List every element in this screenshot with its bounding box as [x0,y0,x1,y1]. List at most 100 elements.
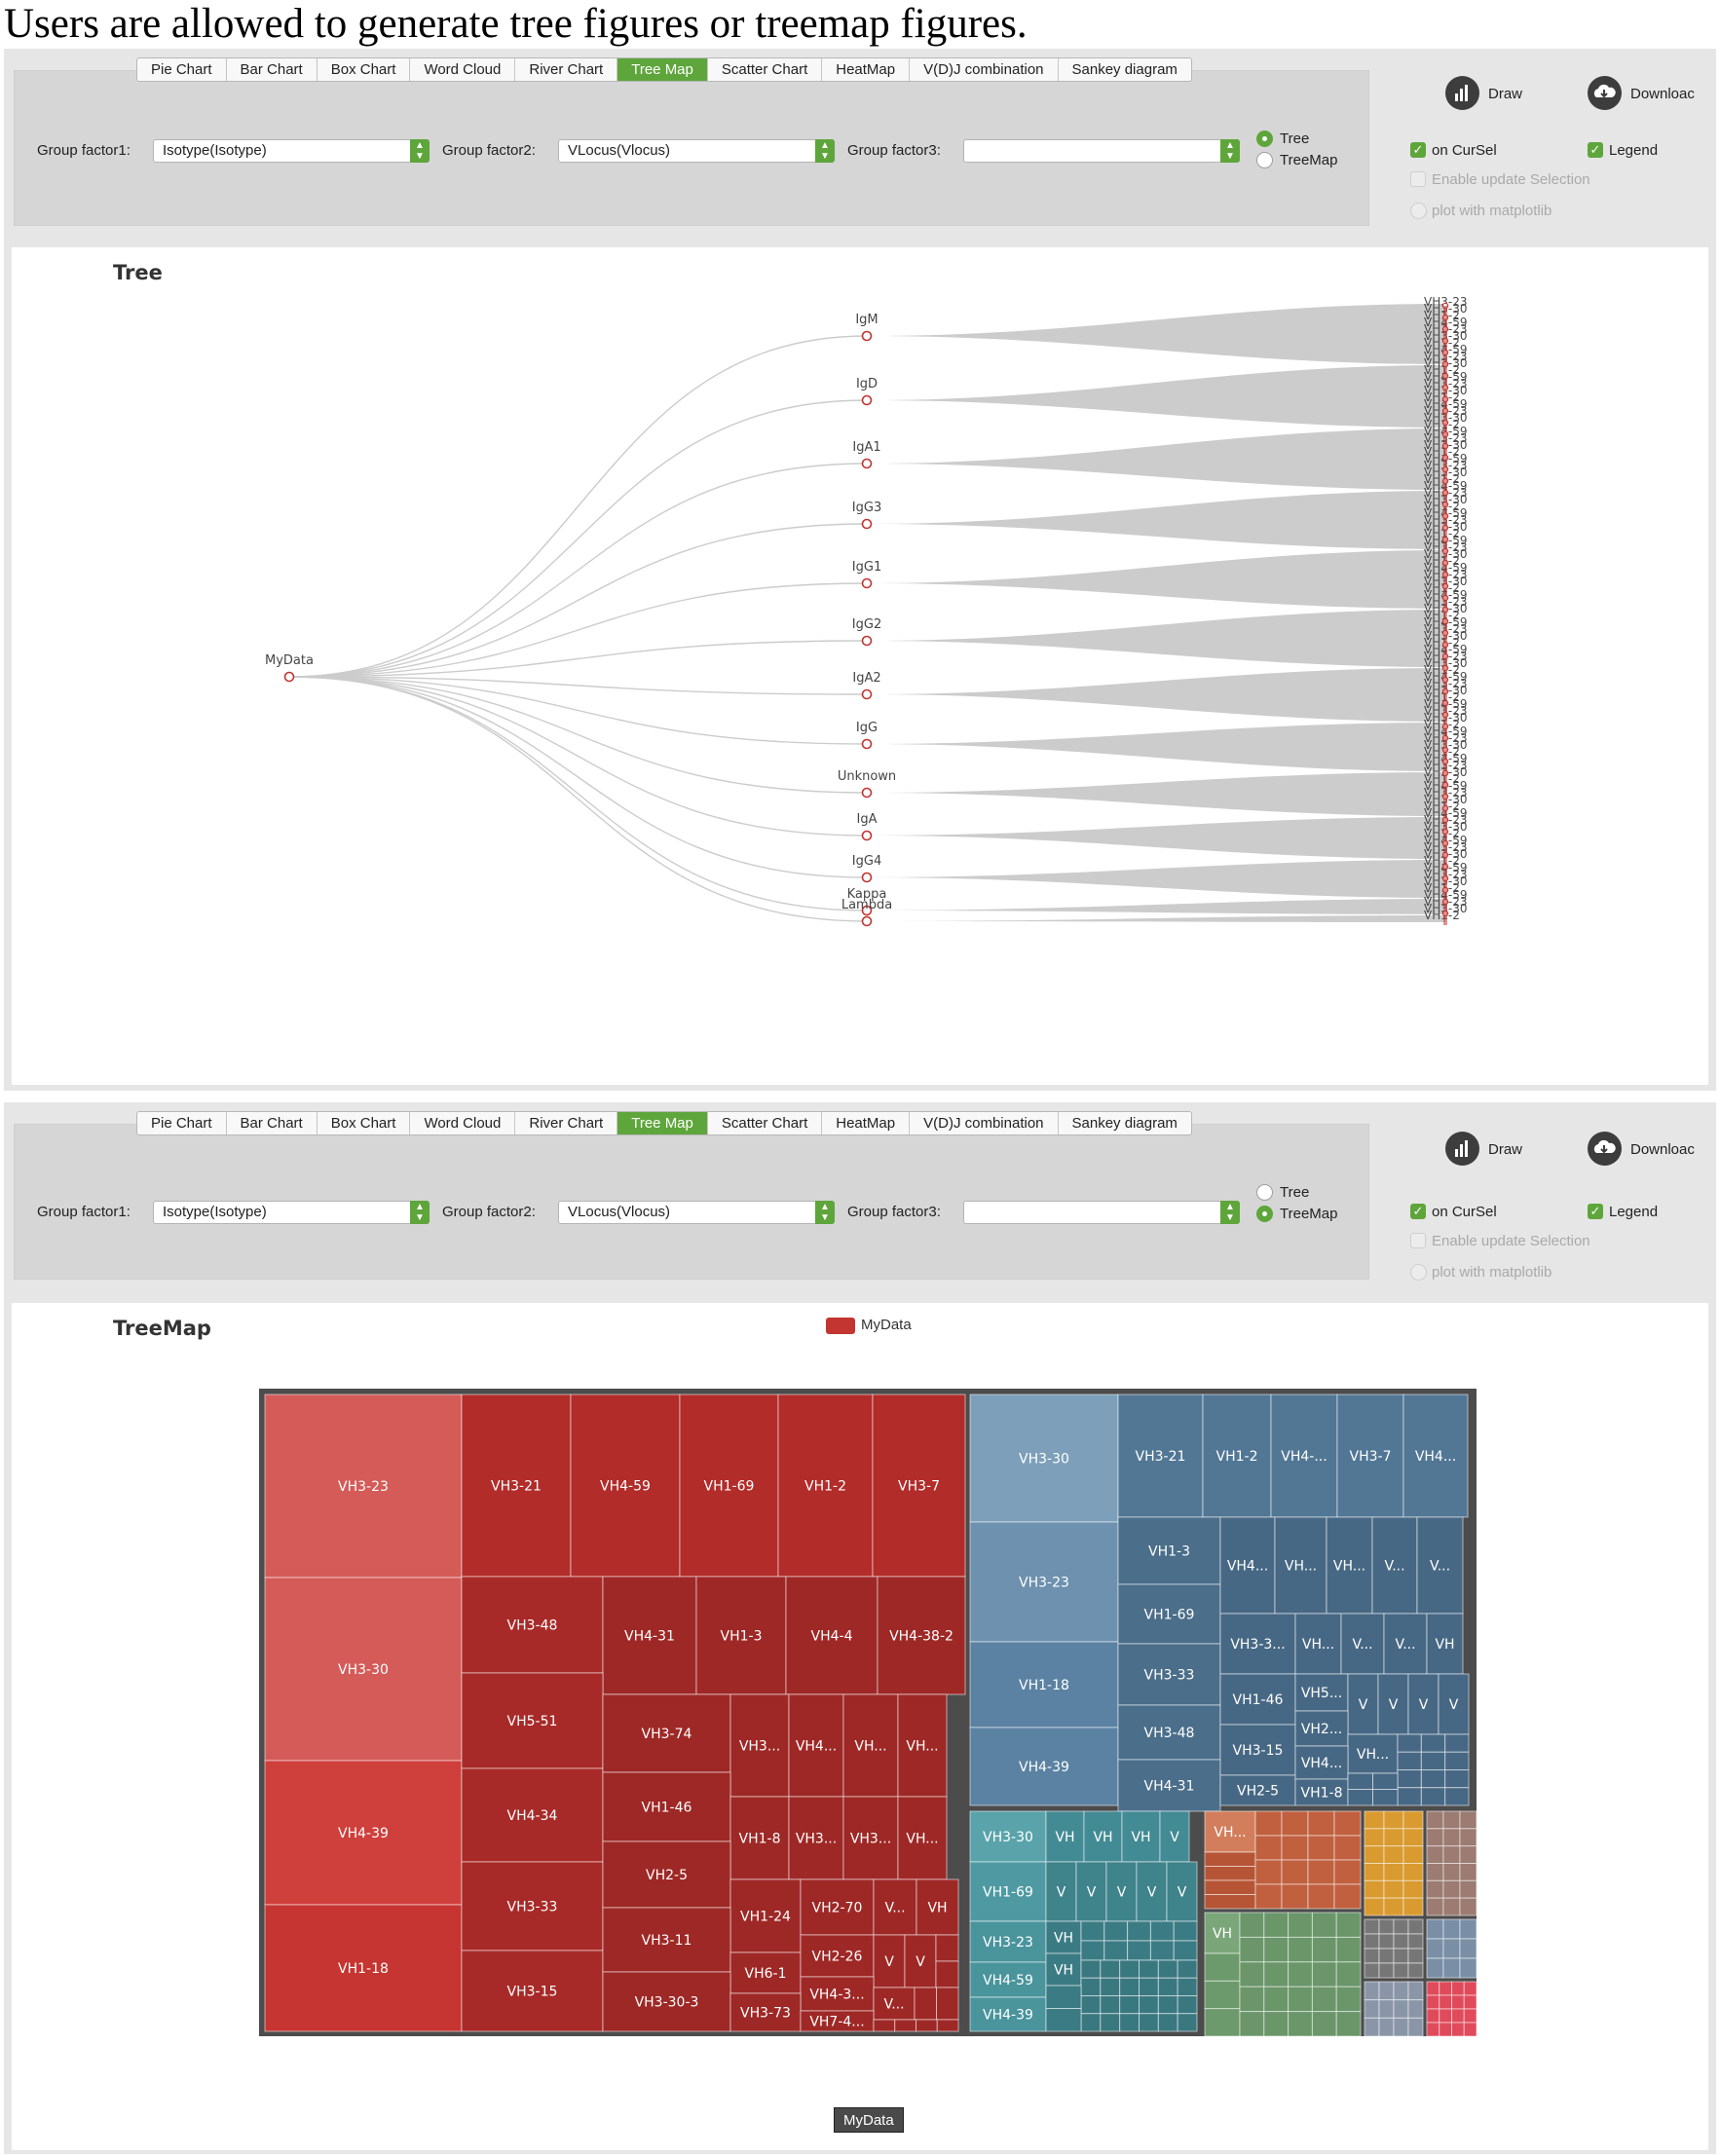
draw-button[interactable] [1445,76,1479,110]
legend-swatch[interactable] [826,1318,855,1334]
treemap-cell [1364,1999,1380,2019]
plot-matplotlib-radio[interactable] [1410,203,1427,219]
legend-checkbox[interactable]: ✓ [1588,1204,1603,1219]
treemap-cell-rect [1402,1845,1424,1865]
tab-tree-map[interactable]: Tree Map [617,58,708,81]
download-label: Downloac [1630,1141,1695,1158]
chart-type-tabbar: Pie Chart Bar Chart Box Chart Word Cloud… [136,57,1192,82]
treemap-cell-rect [1045,1985,1082,2009]
tab-word-cloud[interactable]: Word Cloud [410,58,516,81]
treemap-cell-rect [1105,1861,1138,1922]
radio-treemap[interactable] [1256,152,1273,168]
download-button[interactable] [1588,1132,1622,1166]
enable-update-checkbox[interactable] [1410,1233,1426,1248]
treemap-cell-rect [1173,1940,1198,1961]
tab-sankey-diagram[interactable]: Sankey diagram [1071,61,1178,78]
treemap-cell [1426,1957,1444,1979]
treemap-cell-label: V... [883,1997,904,2013]
treemap-cell [1364,1918,1380,1935]
treemap-cell [1364,1810,1385,1830]
treemap-cell: VH4-31 [1117,1759,1221,1812]
legend-checkbox[interactable]: ✓ [1588,142,1603,158]
tree-leaf-fan [867,428,1445,490]
treemap-cell-rect [1451,1981,1465,1996]
treemap-cell [1407,1948,1424,1964]
group-factor1-select[interactable]: Isotype(Isotype) ▲ ▼ [153,1201,430,1224]
treemap-cell-label: VH4-34 [507,1808,558,1824]
tab-bar-chart[interactable]: Bar Chart [227,1112,318,1134]
treemap-cell [1204,1851,1256,1867]
download-button[interactable] [1588,76,1622,110]
tab-river-chart[interactable]: River Chart [515,58,618,81]
treemap-cell [1254,1859,1283,1885]
tab-box-chart[interactable]: Box Chart [318,1112,411,1134]
treemap-cell: VH [1045,1952,1082,1987]
treemap-cell: VH [916,1878,959,1936]
tree-link [288,399,868,678]
tab-scatter-chart[interactable]: Scatter Chart [708,58,823,81]
plot-matplotlib-radio[interactable] [1410,1264,1427,1281]
tab-bar-chart[interactable]: Bar Chart [227,58,318,81]
treemap-cell-rect [1378,1981,1395,2001]
treemap-cell-label: VH2-5 [646,1868,688,1883]
tab-box-chart[interactable]: Box Chart [318,58,411,81]
treemap-cell: VH3... [729,1693,790,1798]
tab-tree-map[interactable]: Tree Map [617,1112,708,1134]
treemap-cell: V... [873,1987,916,2021]
treemap-cell-rect [1364,2017,1380,2037]
treemap-cell: VH3-48 [1117,1704,1221,1761]
treemap-cell-rect [1239,1961,1265,1988]
treemap-cell-rect [969,1810,1047,1863]
radio-tree[interactable] [1256,1184,1273,1201]
treemap-cell [1407,1999,1424,2019]
enable-update-checkbox[interactable] [1410,171,1426,187]
treemap-cell-rect [602,1840,731,1909]
tree-leaf-label: VH1-2 [1424,718,1460,731]
treemap-cell: VH1-2 [1202,1394,1272,1518]
tab-pie-chart[interactable]: Pie Chart [137,58,227,81]
treemap-group-green: VH [1204,1912,1362,2037]
treemap-cell-rect [1119,1995,1140,2015]
treemap-cell [1311,1986,1337,2013]
tab-scatter-chart[interactable]: Scatter Chart [708,1112,823,1134]
legend-label-mydata[interactable]: MyData [861,1317,912,1333]
treemap-cell-rect [1438,1673,1470,1735]
treemap-cell-label: VH... [1214,1825,1246,1840]
group-factor2-select[interactable]: VLocus(Vlocus) ▲ ▼ [558,1201,835,1224]
treemap-cell [1364,1948,1380,1964]
tree-node [861,518,873,530]
treemap-cell-rect [1378,2017,1395,2037]
on-cursel-label: on CurSel [1432,142,1497,159]
treemap-cell: VH1-69 [679,1394,779,1578]
tab-word-cloud[interactable]: Word Cloud [410,1112,516,1134]
tab-heatmap[interactable]: HeatMap [822,58,911,81]
treemap-cell-rect [1254,1859,1283,1885]
treemap-cell-rect [1117,1394,1204,1518]
group-factor2-select[interactable]: VLocus(Vlocus) ▲ ▼ [558,139,835,163]
treemap-cell-rect [1407,2017,1424,2037]
draw-button[interactable] [1445,1132,1479,1166]
group-factor3-select[interactable]: ▲ ▼ [963,1201,1240,1224]
treemap-cell-rect [1204,1894,1256,1910]
treemap-cell [1177,1959,1198,1979]
tab-heatmap[interactable]: HeatMap [822,1112,911,1134]
radio-tree[interactable] [1256,130,1273,147]
tab-vdj-combination[interactable]: V(D)J combination [910,1112,1059,1134]
treemap-cell-label: VH3-48 [507,1618,558,1634]
tab-pie-chart[interactable]: Pie Chart [137,1112,227,1134]
tab-river-chart[interactable]: River Chart [515,1112,618,1134]
on-cursel-checkbox[interactable]: ✓ [1410,1204,1426,1219]
group-factor3-select[interactable]: ▲ ▼ [963,139,1240,163]
treemap-cell-rect [1364,1933,1380,1950]
breadcrumb-root[interactable]: MyData [834,2107,904,2133]
tab-vdj-combination[interactable]: V(D)J combination [910,58,1059,81]
treemap-cell-rect [1139,1977,1159,1996]
radio-treemap[interactable] [1256,1206,1273,1222]
on-cursel-checkbox[interactable]: ✓ [1410,142,1426,158]
treemap-cell: V... [1371,1516,1418,1615]
treemap-cell: VH3-15 [1219,1724,1296,1776]
treemap-cell-rect [1311,2011,1337,2037]
group-factor1-select[interactable]: Isotype(Isotype) ▲ ▼ [153,139,430,163]
treemap-cell [1393,2017,1409,2037]
tab-sankey-diagram[interactable]: Sankey diagram [1071,1115,1178,1132]
